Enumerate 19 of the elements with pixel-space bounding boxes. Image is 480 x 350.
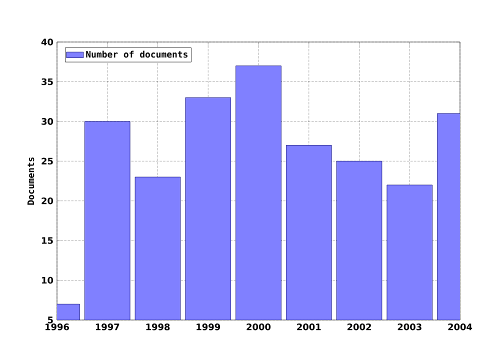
y-tick-label: 35	[42, 78, 53, 86]
x-tick-label: 1999	[196, 324, 220, 330]
x-tick-label: 2001	[297, 324, 321, 330]
x-tick-label: 1997	[96, 324, 120, 330]
y-tick-label: 25	[42, 158, 53, 165]
x-tick-label: 2000	[246, 324, 271, 330]
y-tick-label: 10	[42, 276, 54, 284]
y-tick-label: 5	[48, 316, 53, 324]
x-tick-label: 1996	[46, 324, 70, 330]
y-tick-label: 30	[42, 118, 54, 125]
y-tick-label: 20	[42, 197, 54, 204]
x-tick-label: 1998	[146, 324, 170, 330]
x-tick-label: 2004	[448, 324, 472, 330]
y-tick-label: 15	[42, 237, 53, 244]
legend-label: Number of documents	[86, 50, 188, 58]
y-axis-title: Documents	[28, 157, 34, 205]
x-tick-label: 2003	[398, 324, 422, 330]
y-tick-label: 40	[41, 38, 54, 46]
x-tick-label: 2002	[347, 324, 371, 330]
